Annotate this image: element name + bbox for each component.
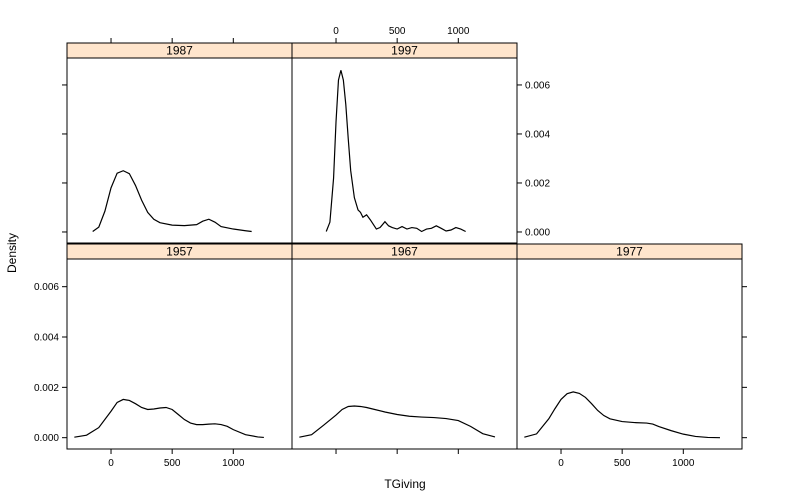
strip-label-1997: 1997: [391, 44, 418, 58]
panel-1997: 1997: [291, 42, 518, 244]
panel-1987: 1987: [66, 42, 293, 244]
y-axis-title: Density: [5, 233, 19, 273]
x-tick-label: 1000: [222, 458, 245, 469]
density-line-1987: [92, 170, 252, 233]
plot-frame-1987: [66, 57, 293, 244]
strip-label-1967: 1967: [391, 245, 418, 259]
x-tick-label: 500: [389, 26, 406, 37]
strip-label-1987: 1987: [166, 44, 193, 58]
panel-1977: 1977: [516, 243, 743, 450]
y-tick-label: 0.006: [525, 80, 550, 91]
x-tick-label: 1000: [447, 26, 470, 37]
x-tick-label: 0: [108, 458, 114, 469]
strip-label-1977: 1977: [616, 245, 643, 259]
plot-frame-1977: [516, 258, 743, 450]
y-tick-label: 0.006: [34, 282, 59, 293]
strip-label-1957: 1957: [166, 245, 193, 259]
x-tick-label: 500: [164, 458, 181, 469]
x-tick-label: 500: [614, 458, 631, 469]
y-tick-label: 0.000: [34, 433, 59, 444]
plot-frame-1997: [291, 57, 518, 244]
y-tick-label: 0.000: [525, 227, 550, 238]
y-tick-label: 0.004: [34, 333, 59, 344]
density-line-1957: [74, 398, 264, 439]
panel-1967: 1967: [291, 243, 518, 450]
density-line-1967: [299, 405, 496, 438]
plot-frame-1957: [66, 258, 293, 450]
density-line-1977: [524, 391, 721, 439]
x-tick-label: 0: [333, 26, 339, 37]
x-tick-label: 1000: [672, 458, 695, 469]
y-tick-label: 0.002: [525, 178, 550, 189]
x-tick-label: 0: [558, 458, 564, 469]
panels-layer: 1957 1967 1977 1987 1997 0 500 1000 0 500 1000 0 500…: [34, 26, 747, 469]
y-tick-label: 0.002: [34, 383, 59, 394]
plot-frame-1967: [291, 258, 518, 450]
panel-1957: 1957: [66, 243, 293, 450]
x-axis-title: TGiving: [384, 477, 425, 491]
density-line-1997: [325, 70, 466, 233]
y-tick-label: 0.004: [525, 129, 550, 140]
